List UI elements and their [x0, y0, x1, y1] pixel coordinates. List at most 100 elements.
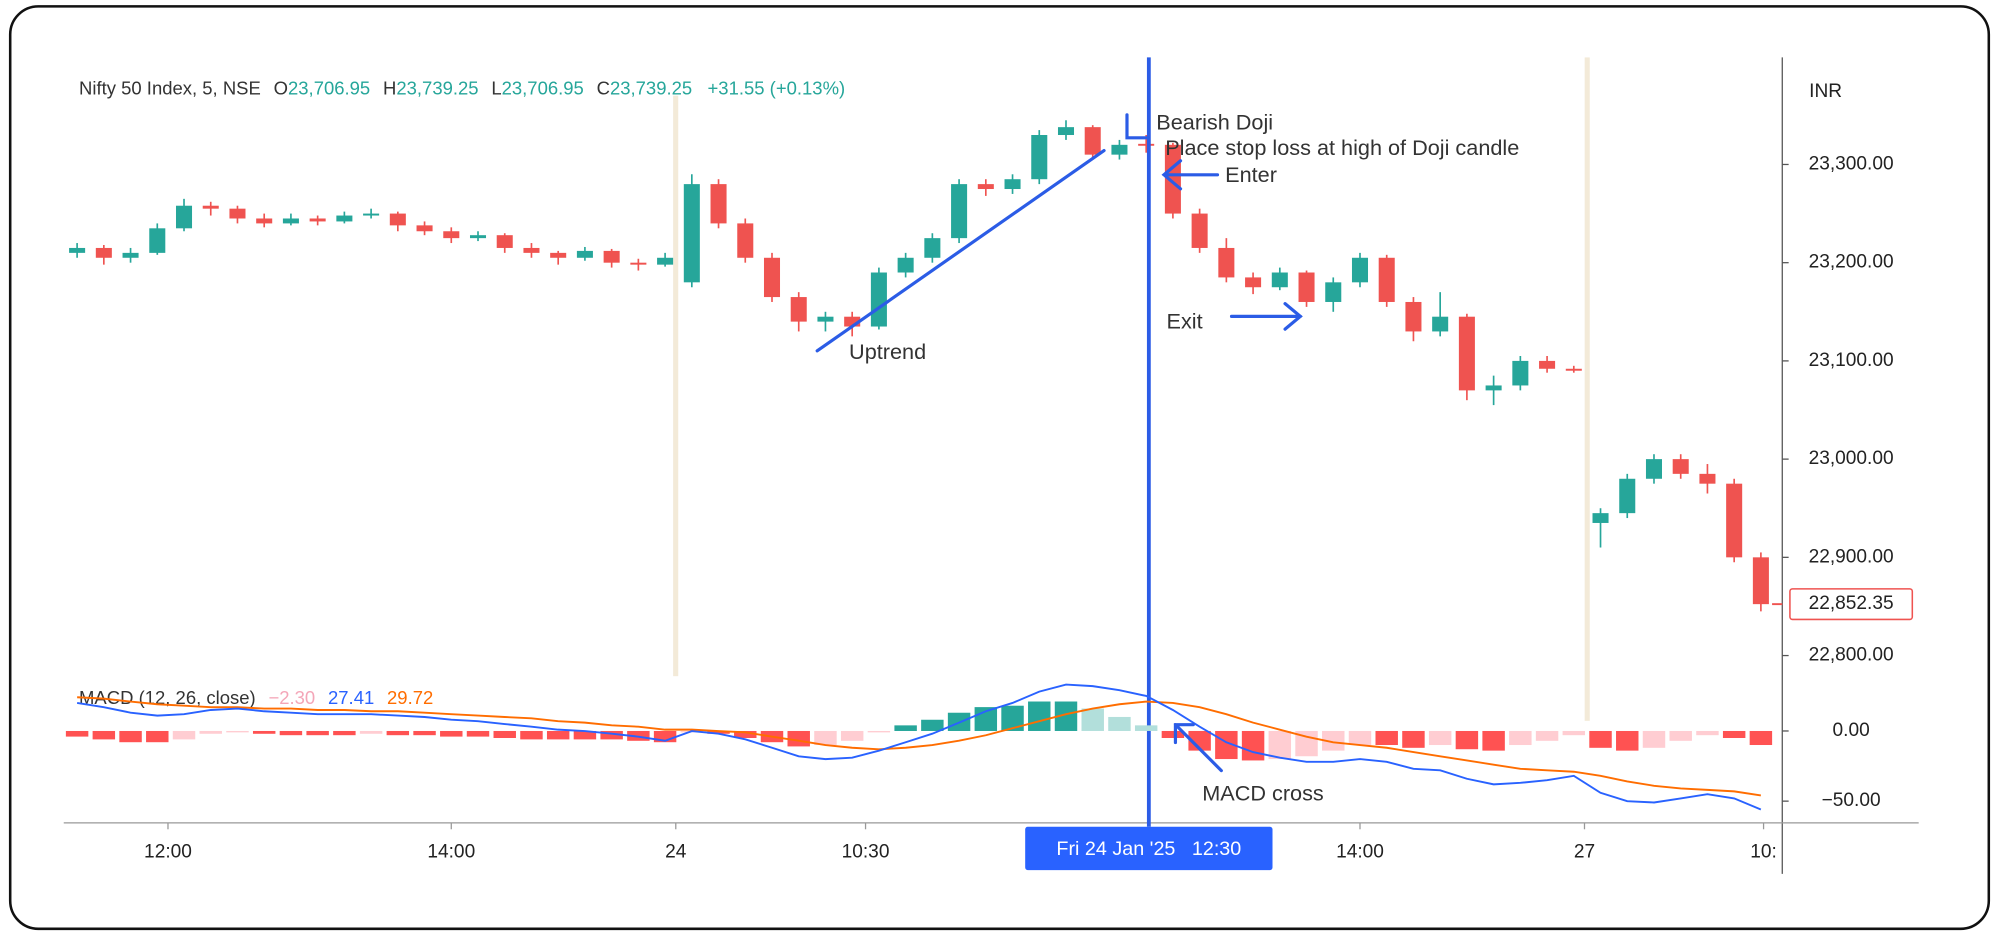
candle-body — [229, 208, 246, 219]
candle-body — [256, 218, 273, 224]
macd-cross-arrow — [1173, 723, 1223, 773]
macd-title: MACD (12, 26, close) — [79, 687, 256, 708]
histogram-bar — [1509, 730, 1532, 746]
x-tick-label: 10:30 — [842, 841, 890, 862]
candle-body — [897, 257, 914, 273]
histogram-bar — [1054, 701, 1078, 731]
candle-body — [1057, 127, 1075, 136]
candle-body — [1592, 513, 1609, 523]
histogram-bar — [653, 730, 677, 743]
histogram-bar — [600, 730, 623, 740]
candle-body — [1645, 459, 1663, 479]
histogram-bar — [1081, 708, 1104, 731]
last-price-label: 22,852.35 — [1809, 593, 1894, 614]
annotation: Enter — [1225, 162, 1277, 187]
doji-arrow — [1125, 113, 1149, 140]
crosshair-label: Fri 24 Jan '25 12:30 — [1056, 838, 1241, 860]
histogram-bar — [1589, 730, 1612, 748]
enter-arrow — [1161, 159, 1220, 191]
ohlc-key: L — [491, 77, 501, 98]
candle-body — [844, 316, 861, 327]
histogram-bar — [1348, 730, 1372, 746]
candle-body — [1084, 127, 1101, 155]
candle-body — [657, 257, 674, 265]
histogram-bar — [1402, 730, 1425, 748]
candle-body — [630, 262, 647, 265]
ohlc-key: C — [597, 77, 610, 98]
histogram-bar — [1028, 701, 1051, 731]
exit-arrow — [1229, 302, 1303, 331]
histogram-bar — [65, 730, 89, 737]
histogram-bar — [840, 730, 864, 741]
candle-body — [1752, 557, 1769, 605]
x-tick-label: 14:00 — [1336, 841, 1384, 862]
candle-body — [389, 213, 406, 226]
candle-body — [737, 223, 754, 258]
candle-body — [149, 228, 166, 253]
candle-body — [1218, 247, 1235, 278]
candle-body — [336, 215, 353, 222]
histogram-bar — [386, 730, 410, 736]
candle-body — [1726, 483, 1743, 558]
candle-body — [1458, 316, 1475, 391]
plot-area: 22,800.00 22,900.00 23,000.00 23,100.00 23,2… — [65, 57, 1914, 871]
histogram-bar — [1455, 730, 1479, 750]
annotation: Place stop loss at high of Doji candle — [1165, 135, 1519, 160]
candle-body — [710, 184, 727, 224]
histogram-bar — [92, 730, 116, 740]
candle-body — [870, 272, 887, 327]
candle-body — [1325, 282, 1342, 302]
candle-body — [1565, 368, 1582, 371]
histogram-bar — [1749, 730, 1773, 746]
histogram-bar — [493, 730, 516, 738]
ohlc-value: 23,739.25 — [610, 77, 692, 98]
histogram-bar — [1161, 730, 1185, 738]
candle-body — [683, 184, 700, 283]
histogram-bar — [1188, 730, 1211, 751]
histogram-bar — [226, 730, 249, 733]
annotation-drawings — [815, 113, 1303, 773]
macd-legend-value: 27.41 — [328, 687, 374, 708]
candle-body — [282, 218, 299, 224]
histogram-bar — [172, 730, 196, 740]
candle-body — [416, 225, 433, 232]
currency-label: INR — [1809, 81, 1842, 102]
crosshair-label-box — [1025, 826, 1273, 871]
candle-body — [924, 238, 941, 258]
histogram-bar — [1722, 730, 1746, 738]
frame — [8, 5, 1991, 931]
histogram-bar — [359, 730, 383, 734]
candle-body — [1539, 360, 1556, 369]
y-tick-label: 23,300.00 — [1809, 154, 1894, 175]
histogram-bar — [466, 730, 490, 737]
candle-body — [1485, 385, 1502, 391]
annotation: Bearish Doji — [1156, 109, 1273, 134]
candle-body — [523, 247, 540, 253]
histogram-bar — [119, 730, 142, 743]
candle-body — [977, 184, 994, 190]
ohlc-value: 23,706.95 — [288, 77, 370, 98]
histogram-bar — [1375, 730, 1398, 746]
candle-body — [1138, 143, 1155, 146]
x-tick-label: 10: — [1750, 841, 1777, 862]
histogram-bar — [279, 730, 303, 736]
x-tick-label: 12:00 — [144, 841, 192, 862]
candle-body — [309, 218, 326, 222]
candle-body — [1004, 179, 1021, 190]
histogram-bar — [867, 730, 891, 733]
macd-line — [76, 683, 1762, 811]
histogram-bar — [252, 730, 276, 734]
symbol-header: Nifty 50 Index, 5, NSE O23,706.95 H23,73… — [79, 77, 845, 98]
candle-body — [1378, 257, 1395, 302]
histogram-bar — [333, 730, 356, 736]
histogram-bar — [440, 730, 463, 737]
uptrend-line — [815, 148, 1106, 353]
histogram-bar — [546, 730, 570, 740]
annotation: Uptrend — [849, 339, 926, 364]
histogram-bar — [1134, 725, 1158, 731]
y-tick-label: 23,100.00 — [1809, 350, 1894, 371]
histogram-legend: −2.30 — [268, 687, 315, 708]
histogram-bar — [921, 719, 944, 731]
